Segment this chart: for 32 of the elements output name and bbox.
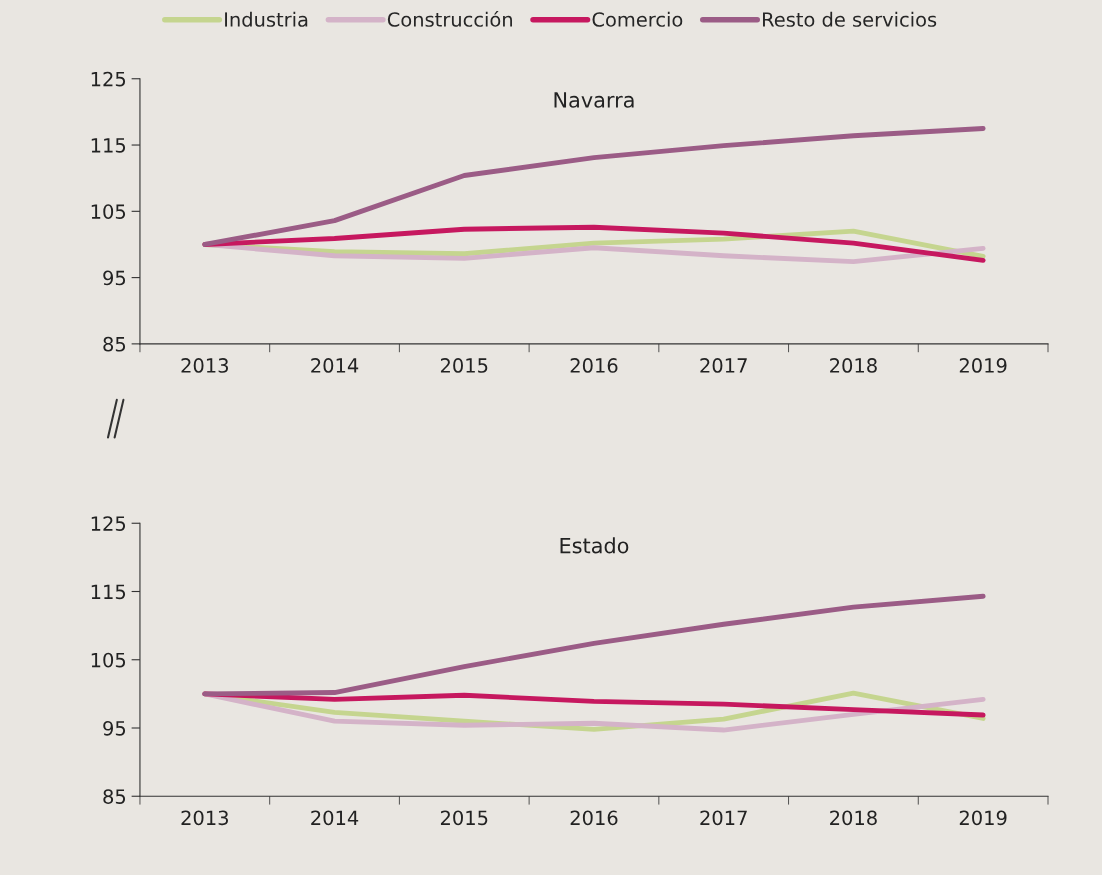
x-tick-label: 2019 <box>959 810 1007 826</box>
y-tick-label: 115 <box>91 584 126 600</box>
y-tick-label: 115 <box>91 138 126 153</box>
y-tick-label: 95 <box>103 270 126 286</box>
text: Navarra <box>554 92 634 108</box>
legend-label: Industria <box>225 11 308 27</box>
x-tick-label: 2016 <box>570 810 618 826</box>
line-series <box>202 126 986 247</box>
legend-label: Construcción <box>387 11 512 27</box>
x-tick-label: 2016 <box>570 358 618 373</box>
line-series <box>202 593 986 697</box>
y-tick-label: 85 <box>103 336 126 352</box>
y-tick-label: 105 <box>91 652 126 668</box>
x-tick-label: 2015 <box>440 810 488 826</box>
y-tick-label: 95 <box>103 720 126 736</box>
y-tick-label: 85 <box>103 789 126 804</box>
legend-label: Resto de servicios <box>763 11 937 27</box>
y-tick-label: 125 <box>91 71 126 87</box>
x-tick-label: 2017 <box>700 358 747 373</box>
x-tick-label: 2018 <box>830 358 877 373</box>
x-tick-label: 2019 <box>959 358 1007 373</box>
y-tick-label: 105 <box>91 204 126 219</box>
x-tick-label: 2013 <box>181 810 228 826</box>
y-tick-label: 125 <box>91 516 126 531</box>
text: Estado <box>560 537 629 554</box>
legend-label: Comercio <box>592 11 683 27</box>
x-tick-label: 2013 <box>181 358 228 373</box>
x-tick-label: 2017 <box>700 810 747 826</box>
x-tick-label: 2015 <box>440 358 488 373</box>
x-tick-label: 2014 <box>311 358 359 373</box>
x-tick-label: 2014 <box>311 810 359 826</box>
x-tick-label: 2018 <box>830 810 877 826</box>
